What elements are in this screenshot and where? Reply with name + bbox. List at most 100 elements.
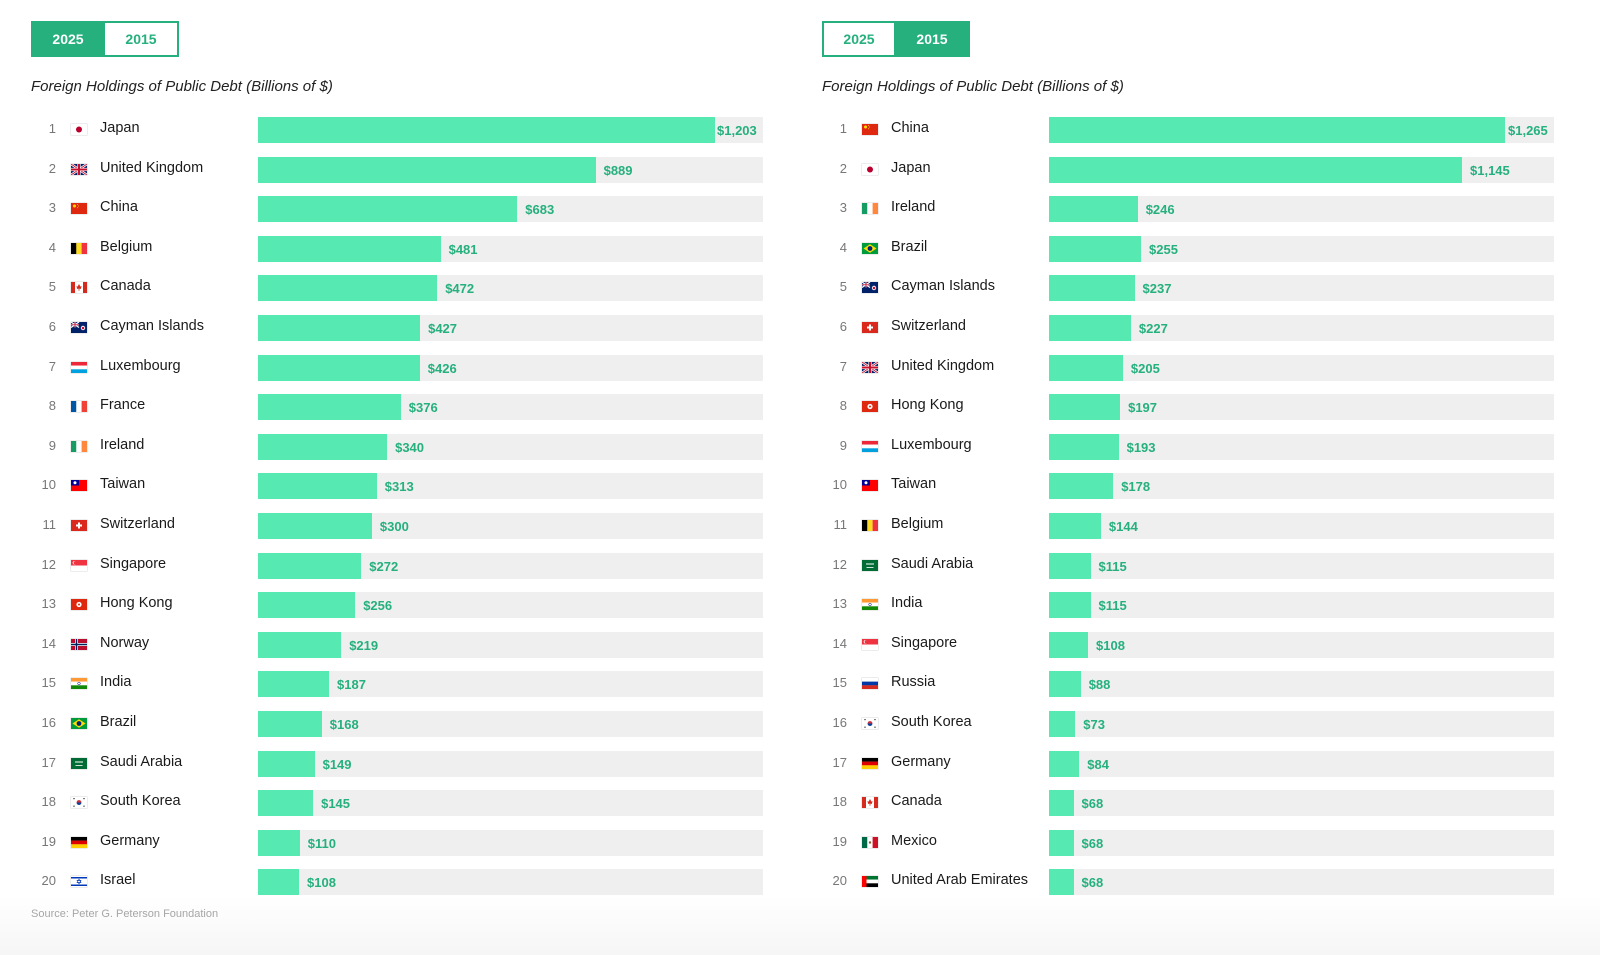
bar-row: 1 China $1,265 — [822, 111, 1554, 151]
mexico-flag-icon — [862, 836, 878, 848]
country-label: Israel — [100, 872, 136, 889]
bar — [1049, 394, 1121, 421]
bar-track: $219 — [258, 631, 763, 658]
country-label: Luxembourg — [891, 436, 972, 453]
bar — [1049, 790, 1074, 817]
bar-row: 2 Japan $1,145 — [822, 151, 1554, 191]
rank-number: 20 — [41, 873, 56, 889]
cayman-islands-flag-icon — [862, 282, 878, 294]
bar-track: $376 — [258, 394, 763, 421]
country-label: United Kingdom — [891, 357, 995, 374]
bar-value-label: $73 — [1083, 716, 1105, 732]
saudi-arabia-flag-icon — [71, 757, 87, 769]
bar — [258, 354, 420, 381]
bar-track: $108 — [1049, 631, 1554, 658]
bar — [1049, 433, 1119, 460]
rank-number: 1 — [48, 121, 56, 136]
bar-value-label: $426 — [427, 360, 457, 376]
bar — [1049, 631, 1088, 658]
rank-number: 9 — [839, 437, 847, 453]
brazil-flag-icon — [862, 242, 878, 254]
bar — [258, 671, 329, 698]
bar-row: 7 Luxembourg $426 — [31, 349, 763, 389]
rank-number: 14 — [41, 635, 56, 651]
bar-track: $115 — [1049, 552, 1554, 579]
bar-value-label: $427 — [428, 320, 458, 336]
bar-track: $889 — [258, 156, 763, 183]
toggle-2025-button[interactable]: 2025 — [822, 21, 896, 57]
bar-row: 20 Israel $108 — [31, 863, 763, 903]
rank-number: 16 — [41, 714, 56, 730]
country-label: Switzerland — [100, 515, 175, 532]
bar-value-label: $683 — [525, 202, 555, 218]
country-label: Cayman Islands — [100, 317, 204, 334]
bar — [1049, 512, 1101, 539]
bar — [1049, 235, 1141, 262]
bar-value-label: $68 — [1081, 796, 1104, 812]
rank-number: 15 — [832, 675, 847, 691]
canada-flag-icon — [71, 282, 87, 294]
japan-flag-icon — [862, 163, 878, 175]
india-flag-icon — [862, 599, 878, 611]
bar — [258, 117, 715, 143]
bar — [258, 552, 362, 579]
bar-track: $472 — [258, 275, 763, 302]
bar — [258, 394, 401, 421]
bar-value-label: $481 — [448, 241, 478, 257]
bar-row: 19 Mexico $68 — [822, 824, 1554, 864]
bar-track: $246 — [1049, 196, 1554, 223]
country-label: Taiwan — [100, 476, 146, 493]
bar-value-label: $144 — [1108, 518, 1138, 534]
rank-number: 7 — [48, 358, 56, 374]
country-label: Belgium — [891, 515, 944, 532]
bar — [258, 473, 377, 500]
footer-background — [0, 895, 1600, 955]
rank-number: 19 — [41, 833, 56, 849]
bar-track: $115 — [1049, 592, 1554, 619]
rank-number: 8 — [48, 398, 56, 414]
rank-number: 6 — [839, 318, 847, 334]
brazil-flag-icon — [71, 717, 87, 729]
bar-row: 12 Singapore $272 — [31, 547, 763, 587]
toggle-2025-button[interactable]: 2025 — [31, 21, 105, 57]
bar — [258, 156, 596, 183]
country-label: France — [100, 397, 146, 414]
bar — [1049, 117, 1506, 143]
bar — [258, 512, 372, 539]
rank-number: 16 — [832, 714, 847, 730]
country-label: India — [891, 595, 923, 612]
bar-row: 18 South Korea $145 — [31, 784, 763, 824]
country-label: Switzerland — [891, 317, 966, 334]
bar-track: $481 — [258, 235, 763, 262]
bar — [258, 196, 518, 223]
bar — [258, 275, 438, 302]
country-label: Hong Kong — [100, 595, 173, 612]
bar-track: $1,145 — [1049, 156, 1554, 183]
uk-flag-icon — [71, 163, 87, 175]
country-label: South Korea — [100, 793, 181, 810]
toggle-2015-button[interactable]: 2015 — [105, 21, 179, 57]
germany-flag-icon — [71, 836, 87, 848]
bar-row: 16 Brazil $168 — [31, 705, 763, 745]
rank-number: 5 — [48, 279, 56, 295]
bar-value-label: $376 — [408, 400, 438, 416]
rank-number: 5 — [839, 279, 847, 295]
country-label: Hong Kong — [891, 397, 964, 414]
bar — [258, 710, 322, 737]
bar-row: 11 Switzerland $300 — [31, 507, 763, 547]
bar-track: $178 — [1049, 473, 1554, 500]
bar — [258, 869, 299, 896]
bar-value-label: $193 — [1126, 439, 1156, 455]
bar-track: $73 — [1049, 710, 1554, 737]
bar-value-label: $1,265 — [1508, 123, 1548, 138]
bar-track: $193 — [1049, 433, 1554, 460]
toggle-2015-button[interactable]: 2015 — [896, 21, 970, 57]
uk-flag-icon — [862, 361, 878, 373]
rank-number: 17 — [832, 754, 847, 770]
source-note: Source: Peter G. Peterson Foundation — [31, 908, 219, 920]
taiwan-flag-icon — [71, 480, 87, 492]
switzerland-flag-icon — [862, 321, 878, 333]
bar-value-label: $68 — [1081, 875, 1104, 891]
rank-number: 19 — [832, 833, 847, 849]
luxembourg-flag-icon — [71, 361, 87, 373]
